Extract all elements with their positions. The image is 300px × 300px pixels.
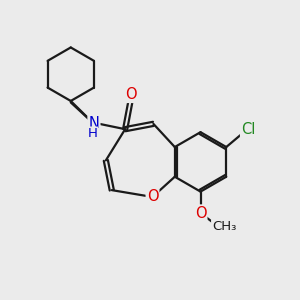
Text: O: O <box>125 87 136 102</box>
Text: H: H <box>88 127 98 140</box>
Text: CH₃: CH₃ <box>212 220 236 233</box>
Text: O: O <box>195 206 206 220</box>
Text: Cl: Cl <box>241 122 255 137</box>
Text: N: N <box>88 116 99 131</box>
Text: O: O <box>147 190 158 205</box>
